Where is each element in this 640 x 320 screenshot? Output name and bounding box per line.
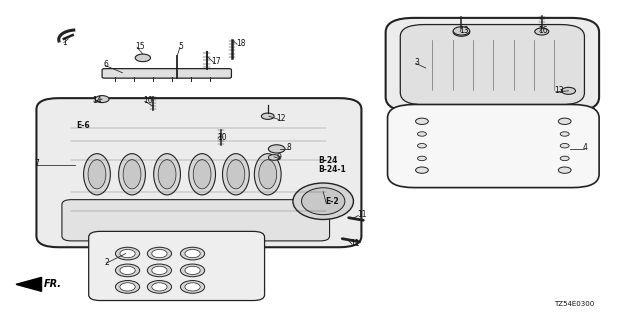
Text: 7: 7 xyxy=(35,159,40,168)
Text: 14: 14 xyxy=(92,96,102,105)
Ellipse shape xyxy=(120,250,135,258)
Text: 9: 9 xyxy=(276,153,282,162)
Ellipse shape xyxy=(152,283,167,291)
FancyBboxPatch shape xyxy=(388,105,599,188)
Circle shape xyxy=(558,167,571,173)
Ellipse shape xyxy=(158,160,176,189)
Ellipse shape xyxy=(115,281,140,293)
Circle shape xyxy=(95,96,109,103)
Text: 1: 1 xyxy=(62,38,67,47)
Circle shape xyxy=(453,27,470,35)
Ellipse shape xyxy=(180,247,205,260)
Circle shape xyxy=(415,167,428,173)
Ellipse shape xyxy=(147,264,172,277)
Polygon shape xyxy=(16,277,42,291)
Text: B-24-1: B-24-1 xyxy=(319,165,346,174)
Ellipse shape xyxy=(180,281,205,293)
Ellipse shape xyxy=(120,266,135,275)
FancyBboxPatch shape xyxy=(102,69,232,78)
FancyBboxPatch shape xyxy=(386,18,599,111)
Circle shape xyxy=(261,113,274,119)
Circle shape xyxy=(560,156,569,161)
Ellipse shape xyxy=(147,247,172,260)
Ellipse shape xyxy=(293,183,353,220)
FancyBboxPatch shape xyxy=(89,231,264,300)
Circle shape xyxy=(417,156,426,161)
Text: FR.: FR. xyxy=(44,279,62,289)
Text: 15: 15 xyxy=(135,42,145,51)
Ellipse shape xyxy=(115,247,140,260)
Text: 17: 17 xyxy=(212,57,221,66)
Ellipse shape xyxy=(115,264,140,277)
Circle shape xyxy=(560,132,569,136)
Text: 13: 13 xyxy=(554,86,564,95)
Ellipse shape xyxy=(185,250,200,258)
Circle shape xyxy=(535,28,548,35)
Text: 10: 10 xyxy=(143,96,152,105)
Text: 5: 5 xyxy=(179,42,184,51)
Ellipse shape xyxy=(185,283,200,291)
Text: 4: 4 xyxy=(582,143,588,152)
Circle shape xyxy=(560,143,569,148)
Text: 8: 8 xyxy=(287,143,292,152)
Text: B-24: B-24 xyxy=(319,156,338,165)
Ellipse shape xyxy=(223,154,249,195)
Ellipse shape xyxy=(154,154,180,195)
Circle shape xyxy=(135,54,150,62)
Text: 6: 6 xyxy=(103,60,108,69)
Ellipse shape xyxy=(254,154,281,195)
Ellipse shape xyxy=(152,266,167,275)
FancyBboxPatch shape xyxy=(62,200,330,241)
Ellipse shape xyxy=(259,160,276,189)
Ellipse shape xyxy=(84,154,110,195)
Text: 11: 11 xyxy=(351,239,360,248)
Circle shape xyxy=(561,87,575,94)
Text: 16: 16 xyxy=(538,26,548,35)
Text: 10: 10 xyxy=(217,133,227,142)
Ellipse shape xyxy=(189,154,216,195)
Text: E-2: E-2 xyxy=(325,197,339,206)
Ellipse shape xyxy=(193,160,211,189)
Ellipse shape xyxy=(118,154,145,195)
Ellipse shape xyxy=(180,264,205,277)
Circle shape xyxy=(453,28,470,36)
Ellipse shape xyxy=(147,281,172,293)
FancyBboxPatch shape xyxy=(400,25,584,105)
Circle shape xyxy=(417,143,426,148)
Text: 11: 11 xyxy=(357,210,367,219)
Circle shape xyxy=(268,155,280,160)
Ellipse shape xyxy=(120,283,135,291)
Text: 12: 12 xyxy=(276,114,286,123)
Text: 18: 18 xyxy=(236,39,245,48)
Ellipse shape xyxy=(152,250,167,258)
Text: E-6: E-6 xyxy=(77,121,90,130)
Text: 2: 2 xyxy=(104,258,109,267)
Ellipse shape xyxy=(185,266,200,275)
Circle shape xyxy=(268,145,285,153)
Ellipse shape xyxy=(123,160,141,189)
FancyBboxPatch shape xyxy=(36,98,362,247)
Text: TZ54E0300: TZ54E0300 xyxy=(554,300,595,307)
Circle shape xyxy=(417,132,426,136)
Circle shape xyxy=(558,118,571,124)
Text: 3: 3 xyxy=(414,58,419,67)
Ellipse shape xyxy=(227,160,245,189)
Circle shape xyxy=(415,118,428,124)
Ellipse shape xyxy=(88,160,106,189)
Ellipse shape xyxy=(301,188,345,215)
Text: 13: 13 xyxy=(459,26,468,35)
